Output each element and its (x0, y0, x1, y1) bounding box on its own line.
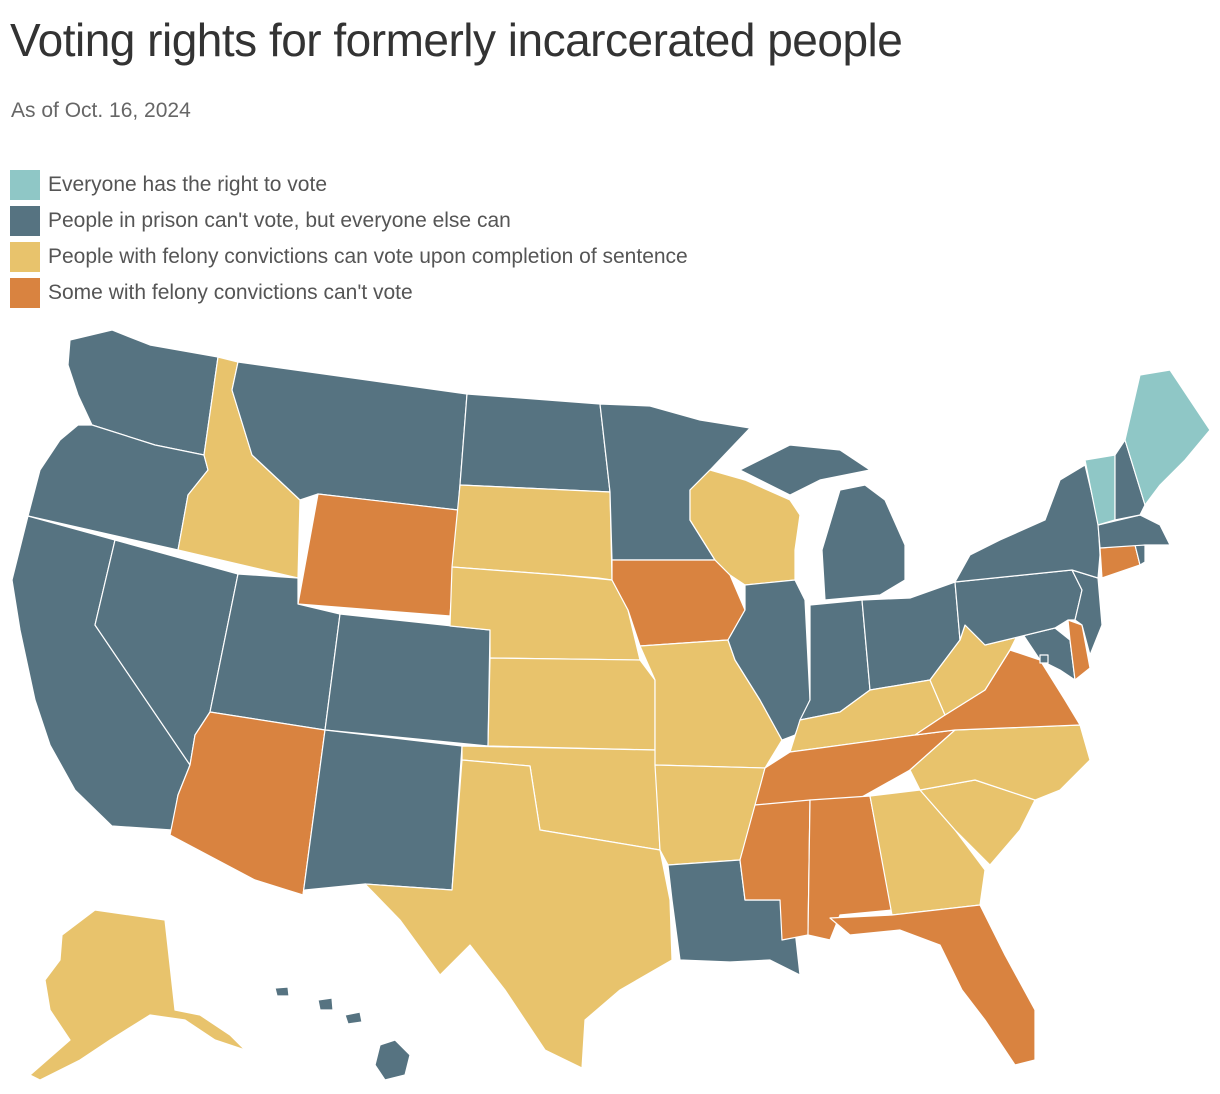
state-new-mexico[interactable] (302, 729, 463, 896)
state-texas[interactable] (364, 759, 673, 1069)
legend-label: People with felony convictions can vote … (48, 245, 688, 268)
state-new-jersey[interactable] (1071, 569, 1103, 656)
legend-label: Some with felony convictions can't vote (48, 281, 413, 304)
legend-label: Everyone has the right to vote (48, 173, 327, 196)
state-delaware[interactable] (1067, 619, 1091, 681)
state-connecticut[interactable] (1099, 544, 1141, 579)
legend: Everyone has the right to vote People in… (10, 170, 688, 314)
state-wisconsin[interactable] (689, 469, 801, 586)
legend-item-everyone: Everyone has the right to vote (10, 170, 688, 200)
state-colorado[interactable] (324, 613, 491, 747)
state-dc[interactable] (1039, 654, 1049, 664)
page-title: Voting rights for formerly incarcerated … (10, 14, 903, 66)
state-kansas[interactable] (487, 657, 656, 751)
legend-swatch-everyone (10, 170, 40, 200)
state-florida[interactable] (829, 904, 1036, 1066)
legend-label: People in prison can't vote, but everyon… (48, 209, 511, 232)
state-hawaii[interactable] (274, 986, 411, 1081)
state-michigan[interactable] (739, 444, 906, 601)
state-north-dakota[interactable] (459, 393, 611, 493)
legend-swatch-some-cannot (10, 278, 40, 308)
legend-swatch-after-sentence (10, 242, 40, 272)
legend-swatch-prison-only (10, 206, 40, 236)
state-wyoming[interactable] (297, 493, 459, 617)
state-new-york[interactable] (954, 464, 1101, 583)
legend-item-after-sentence: People with felony convictions can vote … (10, 242, 688, 272)
state-maine[interactable] (1124, 369, 1211, 506)
state-south-dakota[interactable] (451, 484, 613, 581)
state-illinois[interactable] (727, 579, 811, 741)
legend-item-some-cannot: Some with felony convictions can't vote (10, 278, 688, 308)
page-subtitle: As of Oct. 16, 2024 (11, 99, 191, 122)
state-new-hampshire[interactable] (1114, 439, 1146, 521)
legend-item-prison-only: People in prison can't vote, but everyon… (10, 206, 688, 236)
state-alaska[interactable] (29, 909, 246, 1081)
